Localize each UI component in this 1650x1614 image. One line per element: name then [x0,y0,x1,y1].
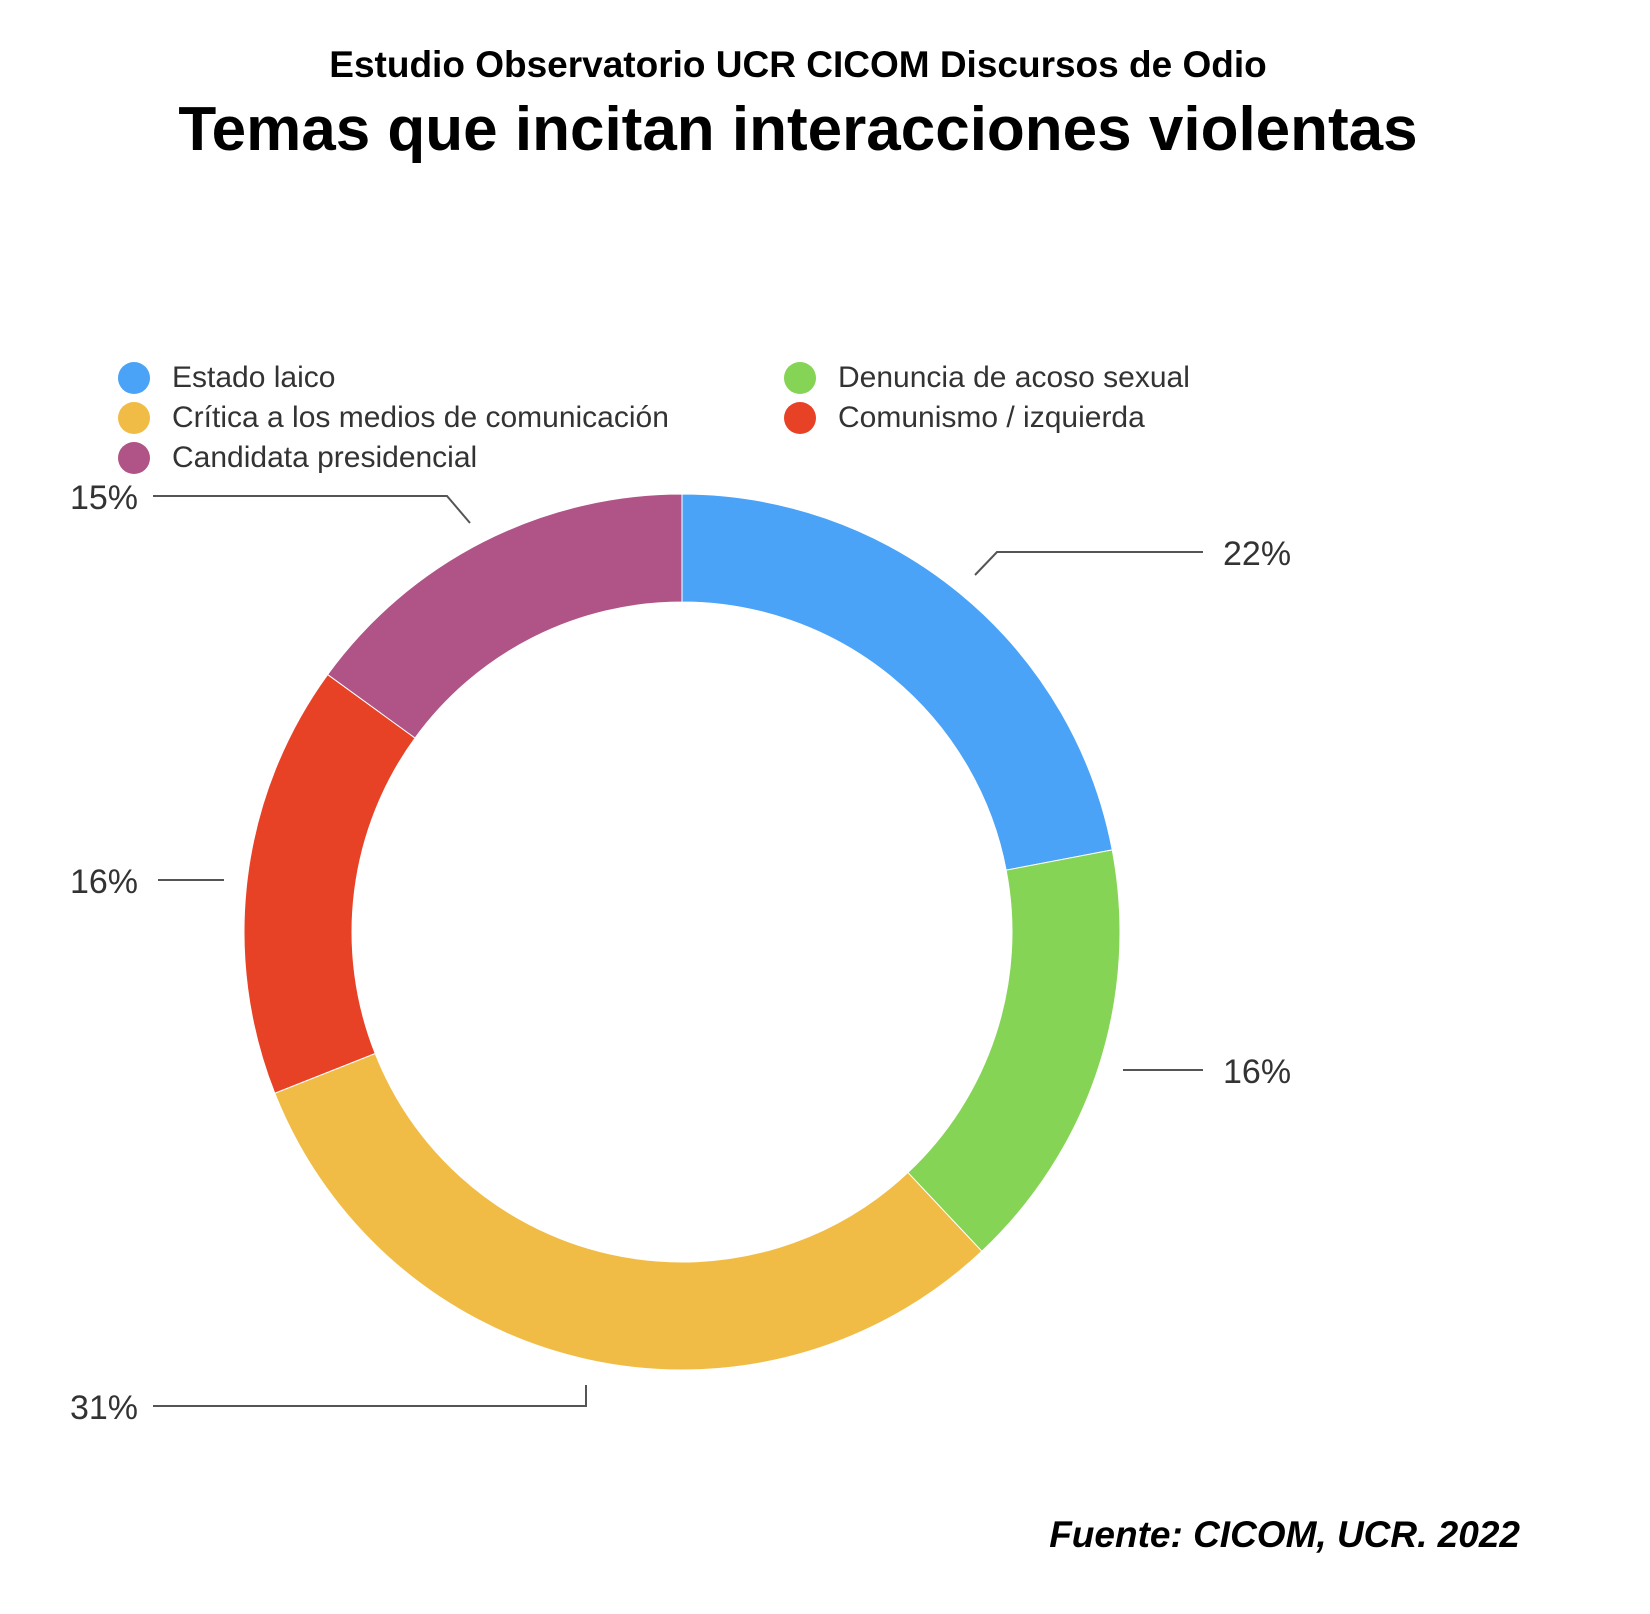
legend-item-candidata: Candidata presidencial [118,440,477,476]
legend-item-comunismo: Comunismo / izquierda [784,400,1145,436]
legend-label-candidata: Candidata presidencial [172,441,478,474]
legend-swatch-comunismo [784,402,816,434]
legend-swatch-critica-medios [118,402,150,434]
donut-slices [243,493,1121,1371]
value-label-comunismo: 16% [70,863,138,901]
legend-label-estado-laico: Estado laico [172,361,336,394]
donut-slice-comunismo [243,673,416,1094]
legend-swatch-denuncia-acoso [784,362,816,394]
donut-slice-critica-medios [274,1052,983,1371]
leader-line-critica-medios [153,1385,587,1407]
legend-swatch-estado-laico [118,362,150,394]
leader-line-candidata [153,495,471,524]
value-label-critica-medios: 31% [70,1389,138,1427]
label-leader-lines [153,495,1203,1407]
value-label-denuncia-acoso: 16% [1223,1053,1291,1091]
legend-label-denuncia-acoso: Denuncia de acoso sexual [838,361,1190,394]
legend-label-comunismo: Comunismo / izquierda [838,401,1145,434]
legend-item-estado-laico: Estado laico [118,360,335,396]
chart-subtitle: Estudio Observatorio UCR CICOM Discursos… [329,44,1267,85]
legend-label-critica-medios: Crítica a los medios de comunicación [172,401,669,434]
donut-slice-denuncia-acoso [907,849,1121,1252]
chart-source: Fuente: CICOM, UCR. 2022 [1049,1514,1520,1555]
donut-slice-estado-laico [681,493,1113,871]
chart-title: Temas que incitan interacciones violenta… [178,95,1418,164]
donut-slice-candidata [326,493,683,739]
chart-legend: Estado laico Denuncia de acoso sexual Cr… [118,360,1268,490]
value-labels: 22% 16% 31% 16% 15% [70,479,1291,1427]
value-label-candidata: 15% [70,479,138,517]
legend-item-critica-medios: Crítica a los medios de comunicación [118,400,669,436]
leader-line-estado-laico [974,551,1203,576]
legend-swatch-candidata [118,442,150,474]
legend-item-denuncia-acoso: Denuncia de acoso sexual [784,360,1190,396]
value-label-estado-laico: 22% [1223,535,1291,573]
